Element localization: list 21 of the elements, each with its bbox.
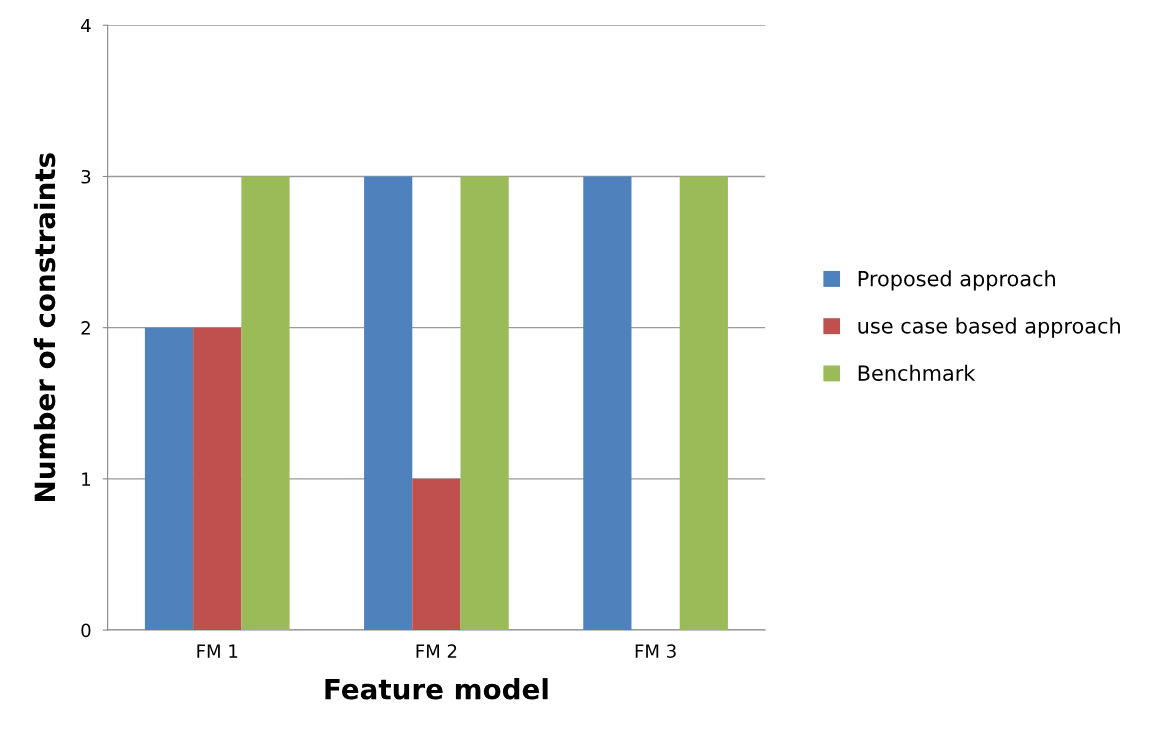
legend-label: Proposed approach <box>858 270 1055 291</box>
y-tick-label: 3 <box>81 169 91 184</box>
legend-label: use case based approach <box>858 317 1120 338</box>
bar <box>364 176 413 631</box>
bar <box>460 176 509 631</box>
bar <box>412 478 461 631</box>
y-tick-label: 2 <box>81 321 90 335</box>
y-tick-label: 1 <box>82 472 90 486</box>
x-tick-label: FM 1 <box>197 644 238 658</box>
x-axis-title: Feature model <box>325 678 548 700</box>
x-tick-label: FM 2 <box>416 644 457 658</box>
bar <box>144 327 194 631</box>
bar <box>241 176 290 631</box>
y-axis-title: Number of constraints <box>33 153 56 501</box>
bar <box>679 176 728 631</box>
x-tick-label: FM 3 <box>635 644 676 658</box>
y-tick-label: 4 <box>81 18 91 33</box>
y-tick-label: 0 <box>81 623 91 638</box>
legend-label: Benchmark <box>858 364 976 381</box>
bar <box>193 327 242 631</box>
bar <box>583 176 632 631</box>
